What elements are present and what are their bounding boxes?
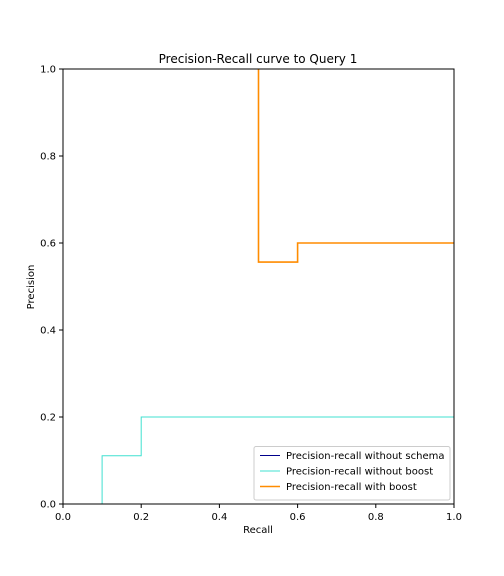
y-tick-label: 0.6 [40, 239, 56, 250]
series-line-3 [259, 69, 455, 262]
y-tick-label: 0.2 [40, 413, 56, 424]
y-tick-label: 1.0 [40, 65, 56, 76]
x-tick-label: 0.0 [55, 512, 71, 523]
x-axis-label: Recall [243, 525, 273, 536]
legend-entry-1: Precision-recall without schema [286, 451, 444, 462]
y-tick-label: 0.8 [40, 152, 56, 163]
x-tick-label: 0.6 [290, 512, 306, 523]
x-tick-label: 0.2 [133, 512, 149, 523]
legend: Precision-recall without schema Precision… [254, 447, 450, 501]
y-axis-label: Precision [26, 265, 37, 310]
y-tick-label: 0.4 [40, 326, 56, 337]
chart-title: Precision-Recall curve to Query 1 [159, 52, 358, 66]
y-tick-label: 0.0 [40, 500, 56, 511]
legend-entry-3: Precision-recall with boost [286, 482, 417, 493]
x-axis-ticks: 0.0 0.2 0.4 0.6 0.8 1.0 [55, 504, 462, 523]
x-tick-label: 1.0 [446, 512, 462, 523]
x-tick-label: 0.8 [368, 512, 384, 523]
y-axis-ticks: 0.0 0.2 0.4 0.6 0.8 1.0 [40, 65, 63, 511]
x-tick-label: 0.4 [211, 512, 227, 523]
series-layer [102, 69, 454, 504]
legend-entry-2: Precision-recall without boost [286, 467, 433, 478]
